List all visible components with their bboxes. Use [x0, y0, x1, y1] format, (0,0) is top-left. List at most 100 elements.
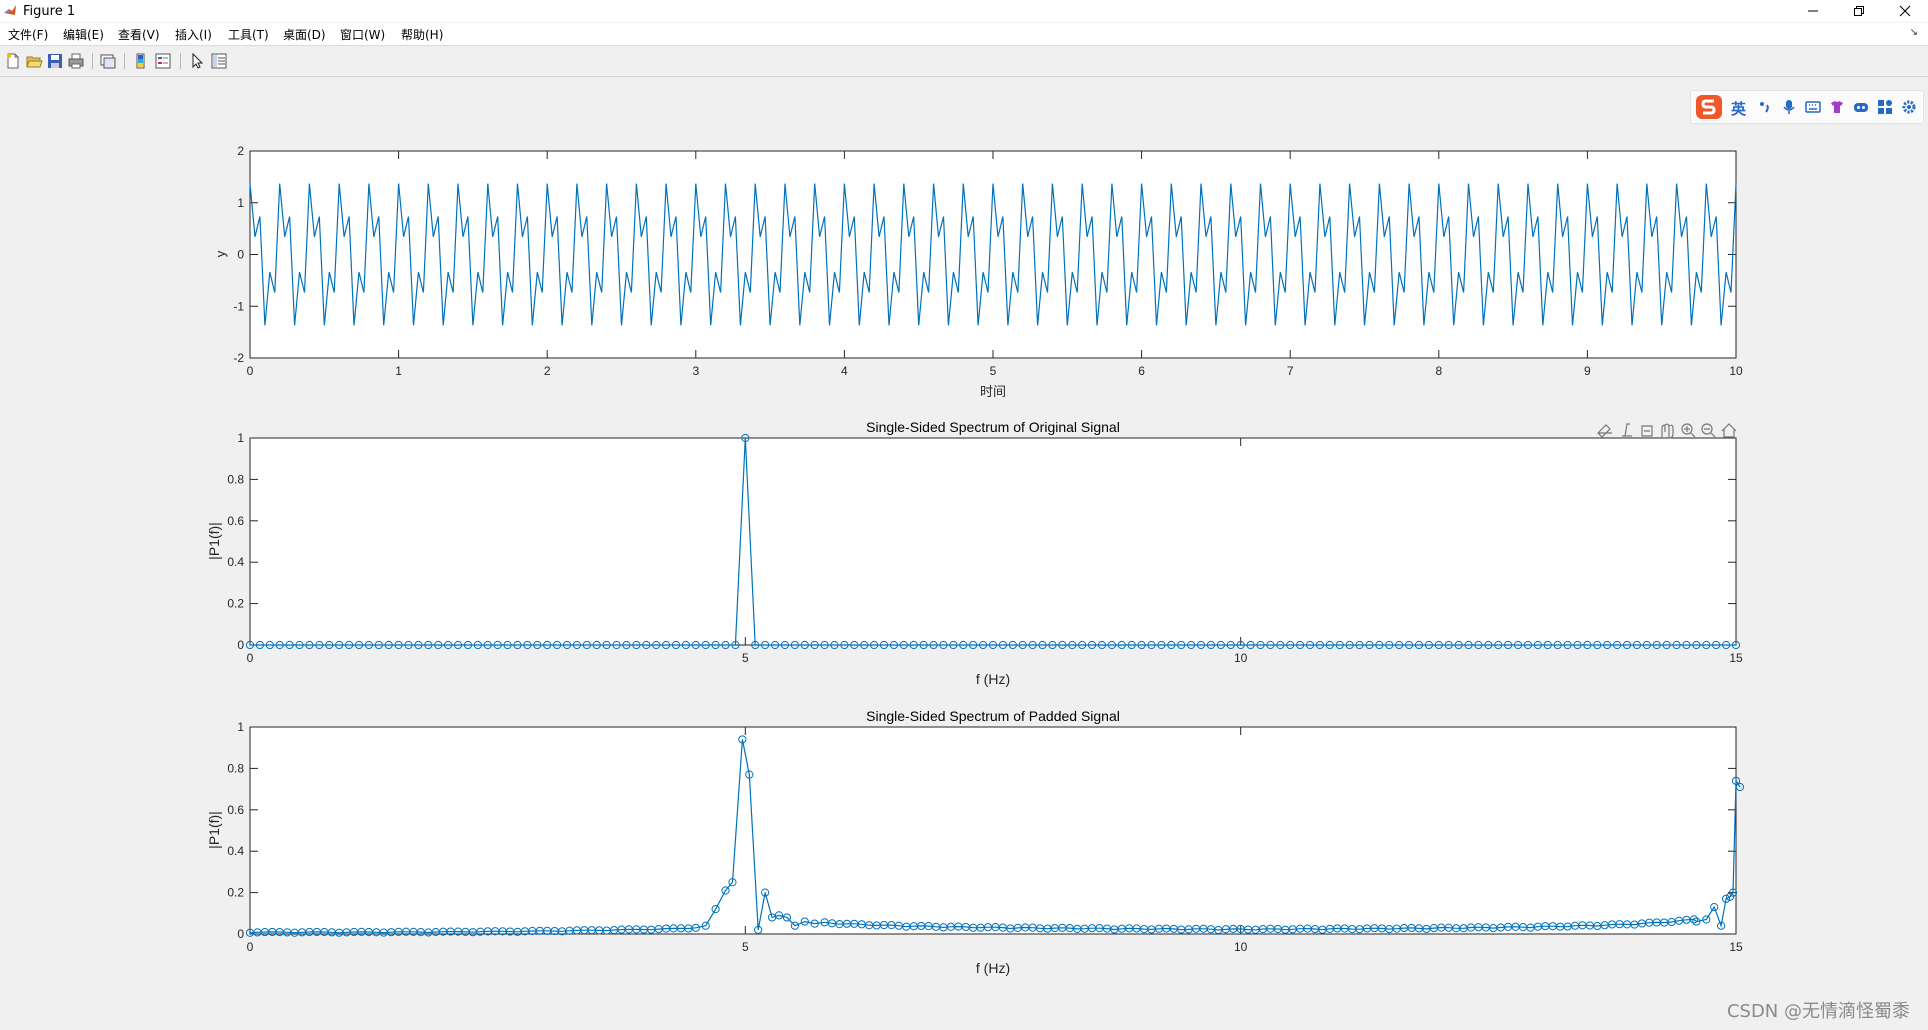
pan-icon[interactable] [1661, 423, 1674, 439]
minimize-button[interactable] [1790, 0, 1836, 22]
data-point [275, 640, 284, 650]
data-point [780, 640, 790, 650]
data-point [1117, 640, 1126, 650]
data-point [745, 770, 754, 779]
data-point [671, 640, 681, 650]
data-point [1702, 640, 1711, 650]
menu-help[interactable]: 帮助(H) [401, 28, 444, 42]
y-tick-label: 0.8 [227, 472, 244, 486]
data-point [1464, 640, 1473, 650]
menu-insert[interactable]: 插入(I) [175, 28, 212, 42]
sogou-logo-icon[interactable] [1695, 94, 1723, 120]
print-icon[interactable] [67, 52, 85, 70]
x-axis-label: f (Hz) [976, 960, 1010, 976]
data-point [1474, 640, 1483, 650]
y-tick-label: 0.8 [227, 761, 244, 775]
y-axis-label: y [213, 250, 228, 257]
restore-button[interactable] [1836, 0, 1882, 22]
data-point [870, 640, 879, 650]
data-point [1725, 892, 1735, 901]
data-point [1543, 640, 1552, 650]
data-point [1513, 640, 1523, 650]
zoom-out-icon[interactable] [1701, 423, 1713, 435]
x-tick-label: 9 [1584, 364, 1591, 378]
data-point [255, 640, 265, 650]
data-point [1325, 640, 1334, 650]
data-point [1692, 640, 1701, 650]
restore-view-icon[interactable] [1641, 425, 1653, 437]
data-point [1097, 640, 1107, 650]
menu-view[interactable]: 查看(V) [118, 28, 160, 42]
brush-icon[interactable] [1597, 424, 1612, 438]
data-point [424, 640, 433, 650]
x-tick-label: 4 [841, 364, 848, 378]
menu-window[interactable]: 窗口(W) [340, 28, 386, 42]
data-point [741, 433, 750, 443]
home-icon[interactable] [1721, 423, 1737, 438]
axes-padded-spectrum[interactable]: 0 5 10 15 0 0.2 0.4 0.6 0.8 1 Single-Sided Spectr… [206, 708, 1745, 976]
data-point [1721, 894, 1731, 903]
data-point [978, 640, 988, 650]
data-point [761, 888, 770, 897]
data-point [860, 640, 869, 650]
menu-bar: 文件(F) 编辑(E) 查看(V) 插入(I) 工具(T) 桌面(D) 窗口(W… [0, 23, 1928, 46]
zoom-in-icon[interactable] [1681, 423, 1693, 435]
y-tick-label: 0 [237, 638, 244, 652]
save-icon[interactable] [46, 52, 64, 70]
legend-icon[interactable] [154, 52, 172, 70]
menu-edit[interactable]: 编辑(E) [63, 28, 104, 42]
axes-toolbar [1597, 423, 1737, 439]
skin-icon[interactable] [1829, 99, 1845, 115]
x-tick-label: 0 [247, 651, 254, 665]
data-point [1731, 776, 1741, 785]
close-button[interactable] [1882, 0, 1928, 22]
data-point [404, 640, 413, 650]
punctuation-icon[interactable] [1757, 99, 1773, 115]
data-point [1731, 640, 1741, 650]
axes-time-signal[interactable]: 0 1 2 3 4 5 6 7 8 9 10 -2 -1 0 1 2 时间 y [213, 144, 1743, 400]
data-point [652, 640, 661, 650]
data-point [592, 640, 601, 650]
data-point [1078, 640, 1087, 650]
data-point [909, 640, 918, 650]
data-point [800, 917, 809, 926]
data-point [969, 640, 978, 650]
data-point [1177, 640, 1186, 650]
microphone-icon[interactable] [1781, 99, 1797, 115]
new-figure-icon[interactable] [4, 52, 22, 70]
dock-arrow-icon[interactable]: ↘ [1909, 27, 1918, 38]
data-point [1717, 921, 1726, 930]
data-point [820, 640, 829, 650]
menu-tools[interactable]: 工具(T) [228, 28, 269, 42]
data-point [691, 640, 700, 650]
data-point [1414, 640, 1424, 650]
data-point [1216, 640, 1225, 650]
data-point [1434, 640, 1443, 650]
x-tick-label: 10 [1729, 364, 1743, 378]
data-point [572, 640, 582, 650]
y-tick-label: 0 [237, 248, 244, 262]
property-inspector-icon[interactable] [210, 52, 228, 70]
data-point [949, 640, 958, 650]
data-point [1553, 640, 1562, 650]
data-point [434, 640, 443, 650]
data-point [354, 640, 364, 650]
data-point [889, 640, 899, 650]
keyboard-icon[interactable] [1805, 99, 1821, 115]
settings-gear-icon[interactable] [1901, 99, 1917, 115]
data-point [721, 886, 730, 895]
data-point [612, 640, 621, 650]
menu-file[interactable]: 文件(F) [8, 28, 49, 42]
toolbox-icon[interactable] [1877, 99, 1893, 115]
link-plot-icon[interactable] [99, 52, 117, 70]
ime-mode-label[interactable]: 英 [1731, 100, 1747, 118]
menu-desktop[interactable]: 桌面(D) [283, 28, 326, 42]
toolbar-separator [180, 53, 181, 69]
data-tips-icon[interactable] [1622, 423, 1632, 437]
data-point [1523, 640, 1533, 650]
axes-original-spectrum[interactable]: 0 5 10 15 0 0.2 0.4 0.6 0.8 1 Single-Sided Spectr… [206, 419, 1743, 687]
colorbar-icon[interactable] [132, 52, 150, 70]
pointer-icon[interactable] [188, 52, 206, 70]
open-file-icon[interactable] [25, 52, 43, 70]
assistant-icon[interactable] [1853, 99, 1869, 115]
